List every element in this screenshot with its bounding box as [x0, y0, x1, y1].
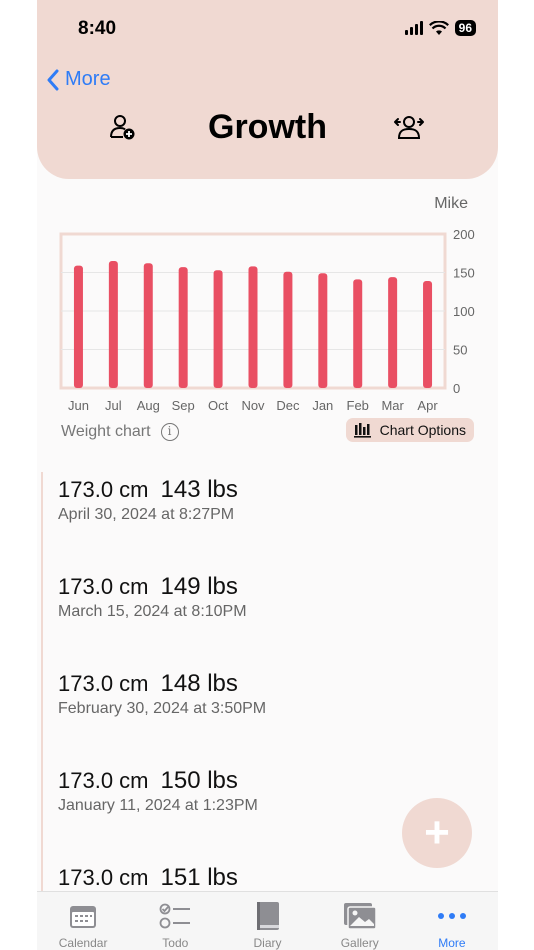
x-tick-label: Aug	[137, 398, 160, 413]
entry-weight: 148 lbs	[160, 670, 238, 697]
y-tick-label: 200	[453, 227, 475, 242]
entry-measurement: 173.0 cm 149 lbs	[58, 569, 481, 601]
y-tick-label: 100	[453, 304, 475, 319]
entry-date: March 15, 2024 at 8:10PM	[58, 603, 247, 620]
weight-chart: 0 50 100 150 200 Jun Jul Aug Sep Oct Nov Dec Jan Feb M…	[59, 227, 475, 413]
growth-screen: 8:40 96 More Growth	[37, 0, 498, 950]
tab-calendar[interactable]: Calendar	[37, 892, 129, 950]
tab-gallery[interactable]: Gallery	[314, 892, 406, 950]
bar	[73, 265, 83, 388]
x-tick-label: Sep	[172, 398, 195, 413]
entry-height: 173.0 cm	[58, 477, 149, 502]
chart-options-button[interactable]: Chart Options	[345, 418, 474, 442]
list-item[interactable]: 173.0 cm 148 lbs February 30, 2024 at 3:5…	[41, 666, 481, 763]
entry-measurement: 173.0 cm 150 lbs	[58, 763, 481, 795]
weight-chart-title: Weight chart	[61, 423, 151, 440]
entry-weight: 149 lbs	[160, 573, 238, 600]
list-item[interactable]: 173.0 cm 149 lbs March 15, 2024 at 8:10PM	[41, 569, 481, 666]
entry-weight: 151 lbs	[160, 864, 238, 891]
bar-chart-icon	[353, 423, 371, 438]
switch-person-icon	[394, 116, 424, 139]
bar	[423, 280, 433, 388]
list-item[interactable]: 173.0 cm 151 lbs	[41, 860, 481, 950]
signal-icon	[404, 21, 423, 35]
tab-label: More	[438, 936, 466, 950]
more-icon	[437, 913, 466, 919]
entry-date: January 11, 2024 at 1:23PM	[58, 797, 258, 814]
x-tick-label: Jan	[312, 398, 333, 413]
todo-icon	[159, 903, 191, 929]
chevron-left-icon	[47, 69, 59, 90]
tab-bar: Calendar Todo Di	[37, 891, 498, 950]
switch-person-button[interactable]	[393, 113, 425, 146]
wifi-icon	[428, 20, 449, 35]
tab-label: Todo	[162, 936, 189, 950]
entry-measurement: 173.0 cm 143 lbs	[58, 472, 481, 504]
bar	[388, 277, 398, 388]
tab-todo[interactable]: Todo	[129, 892, 221, 950]
bar	[248, 266, 258, 388]
status-time: 8:40	[78, 18, 117, 39]
back-button[interactable]: More	[47, 68, 111, 91]
bar	[178, 267, 188, 388]
bar	[143, 263, 153, 388]
list-item[interactable]: 173.0 cm 150 lbs January 11, 2024 at 1:23…	[41, 763, 481, 860]
header: 8:40 96 More Growth	[37, 0, 498, 179]
add-entry-button[interactable]: +	[402, 798, 472, 868]
entry-height: 173.0 cm	[58, 768, 149, 793]
tab-more[interactable]: More	[406, 892, 498, 950]
bar	[353, 279, 363, 388]
chart-options-label: Chart Options	[379, 422, 466, 438]
diary-icon	[256, 902, 279, 930]
entries-list: 173.0 cm 143 lbs April 30, 2024 at 8:27PM…	[41, 472, 481, 950]
calendar-icon	[70, 906, 97, 928]
y-tick-label: 0	[453, 381, 460, 396]
entry-height: 173.0 cm	[58, 865, 149, 890]
tab-label: Diary	[253, 936, 282, 950]
entry-weight: 150 lbs	[160, 767, 238, 794]
entry-date: February 30, 2024 at 3:50PM	[58, 700, 267, 717]
entry-height: 173.0 cm	[58, 574, 149, 599]
entry-measurement: 173.0 cm 148 lbs	[58, 666, 481, 698]
tab-label: Calendar	[58, 936, 108, 950]
back-label: More	[65, 68, 111, 90]
x-tick-label: Nov	[241, 398, 265, 413]
y-tick-label: 150	[453, 266, 475, 281]
x-tick-label: Oct	[208, 398, 229, 413]
x-tick-label: Dec	[276, 398, 300, 413]
tab-diary[interactable]: Diary	[221, 892, 313, 950]
weight-chart-label: Weight chart i	[61, 423, 179, 441]
y-tick-label: 50	[453, 343, 467, 358]
bar	[108, 260, 118, 388]
x-tick-label: Mar	[381, 398, 404, 413]
entry-date: April 30, 2024 at 8:27PM	[58, 506, 235, 523]
add-person-icon	[110, 115, 135, 140]
plus-icon: +	[424, 808, 450, 857]
list-item[interactable]: 173.0 cm 143 lbs April 30, 2024 at 8:27PM	[41, 472, 481, 569]
x-tick-label: Apr	[417, 398, 438, 413]
chart-owner: Mike	[434, 195, 468, 212]
bar	[318, 273, 328, 388]
info-icon[interactable]: i	[160, 423, 179, 441]
x-tick-label: Jun	[68, 398, 89, 413]
x-tick-label: Feb	[347, 398, 369, 413]
battery-indicator: 96	[454, 20, 476, 36]
entry-height: 173.0 cm	[58, 671, 149, 696]
x-tick-label: Jul	[105, 398, 122, 413]
entry-measurement: 173.0 cm 151 lbs	[58, 860, 481, 892]
status-icons: 96	[404, 20, 476, 36]
tab-label: Gallery	[340, 936, 379, 950]
add-person-button[interactable]	[109, 113, 137, 146]
bar	[213, 270, 223, 388]
entry-weight: 143 lbs	[160, 476, 238, 503]
gallery-icon	[343, 903, 377, 930]
bar	[283, 271, 293, 388]
page-title: Growth	[208, 108, 327, 146]
